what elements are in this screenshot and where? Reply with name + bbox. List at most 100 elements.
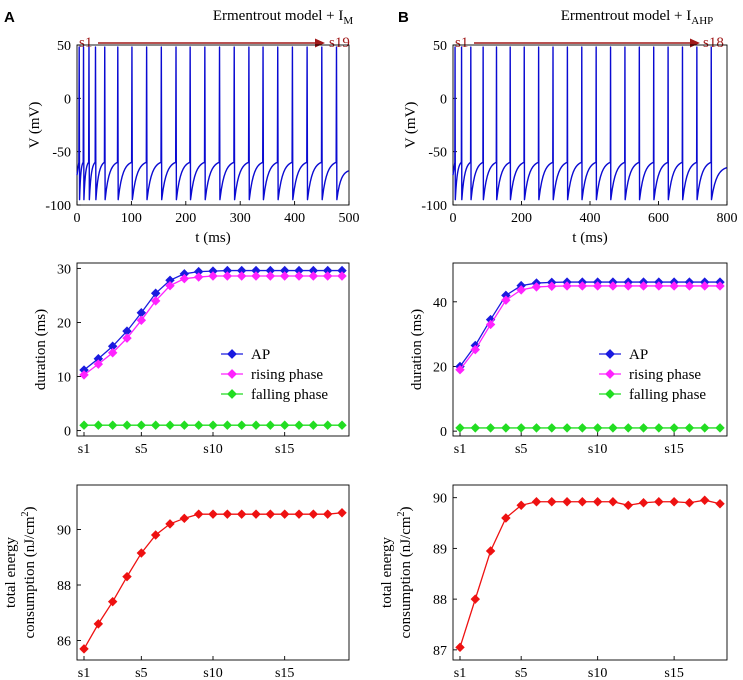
B-duration-data-point — [470, 423, 481, 433]
B-duration-data-point — [531, 282, 542, 292]
B-duration-xtick-label: s15 — [664, 442, 683, 457]
A-energy-ylabel-line1: total energy — [3, 537, 19, 608]
B-duration-data-point — [531, 423, 542, 433]
A-duration-legend-label: rising phase — [251, 367, 323, 383]
A-energy-ytick-label: 88 — [57, 579, 71, 594]
A-duration-data-point — [308, 420, 319, 430]
A-duration-axes — [76, 262, 350, 437]
A-duration-data-point — [322, 420, 333, 430]
A-energy-series-line — [83, 512, 343, 650]
B-duration-data-point — [455, 423, 465, 433]
A-energy-data-point — [308, 509, 319, 519]
B-duration-legend-marker — [605, 349, 615, 359]
A-energy-data-point — [107, 596, 118, 607]
A-duration-data-point — [165, 280, 175, 291]
B-energy-data-point — [531, 497, 542, 507]
A-duration-data-point — [279, 271, 290, 281]
B-energy-data-point — [715, 499, 725, 509]
A-duration-legend-label: AP — [251, 347, 270, 363]
B-energy-xtick-label: s1 — [454, 666, 466, 680]
B-energy-data-point — [592, 497, 603, 507]
B-duration-data-point — [715, 281, 725, 291]
B-duration-data-point — [501, 295, 511, 305]
B-duration-legend-marker — [605, 369, 615, 379]
B-duration-series-line — [459, 285, 720, 371]
B-duration-legend-marker — [605, 389, 615, 399]
B-energy-data-point — [608, 497, 618, 507]
B-energy-xtick-label: s10 — [588, 666, 607, 680]
B-duration-data-point — [623, 423, 633, 433]
B-voltage-xtick-label: 800 — [717, 211, 738, 226]
B-energy-data-point — [562, 497, 572, 507]
A-energy-data-point — [179, 513, 190, 524]
panel-b-arrow-end-label: s18 — [703, 35, 724, 51]
A-duration-ylabel: duration (ms) — [33, 309, 49, 390]
B-duration-data-point — [638, 423, 649, 433]
A-energy-data-point — [236, 509, 247, 519]
B-duration-ytick-label: 0 — [440, 425, 447, 440]
A-duration-data-point — [236, 271, 247, 281]
B-voltage-xtick-label: 200 — [511, 211, 532, 226]
A-energy-data-point — [251, 509, 261, 519]
B-duration-data-point — [562, 281, 572, 291]
B-duration-ytick-label: 40 — [433, 296, 447, 311]
B-voltage-ytick-label: -50 — [428, 146, 447, 161]
A-duration-data-point — [179, 420, 190, 430]
B-duration-chart: s1 s5 s10 s15 0 20 40 AP rising phase falling pha… — [433, 262, 728, 457]
B-duration-data-point — [638, 281, 649, 291]
B-energy-data-point — [577, 497, 588, 507]
B-duration-data-point — [654, 423, 664, 433]
B-duration-data-point — [699, 423, 710, 433]
B-energy-ytick-label: 88 — [433, 593, 447, 608]
A-duration-data-point — [337, 420, 347, 430]
A-duration-data-point — [337, 271, 347, 281]
panel-b-sweep-arrow: s1 s18 — [455, 35, 724, 51]
A-voltage-xtick-label: 300 — [230, 211, 251, 226]
A-energy-ylabel: total energy consumption (nJ/cm2) — [3, 506, 38, 638]
A-duration-data-point — [193, 420, 204, 430]
B-energy-data-point — [485, 546, 496, 556]
A-duration-data-point — [93, 420, 104, 430]
A-duration-data-point — [122, 333, 132, 343]
B-voltage-xtick-label: 0 — [450, 211, 457, 226]
A-energy-data-point — [165, 519, 175, 529]
A-energy-data-point — [93, 619, 104, 629]
A-energy-ytick-label: 86 — [57, 635, 71, 650]
panel-a-arrow-head — [315, 38, 325, 48]
B-duration-data-point — [684, 281, 695, 291]
B-voltage-xtick-label: 400 — [580, 211, 601, 226]
B-energy-series-line — [459, 499, 721, 648]
B-duration-data-point — [485, 423, 496, 433]
B-duration-data-point — [547, 281, 557, 292]
B-duration-data-point — [470, 344, 481, 355]
A-duration-xtick-label: s15 — [275, 442, 294, 457]
A-voltage-xtick-label: 400 — [284, 211, 305, 226]
B-duration-data-point — [684, 423, 695, 433]
B-duration-data-point — [577, 281, 588, 291]
A-duration-data-point — [136, 315, 147, 326]
A-energy-data-point — [79, 644, 89, 654]
panel-a-sweep-arrow: s1 s19 — [79, 35, 350, 51]
A-duration-data-point — [150, 420, 161, 430]
A-duration-ytick-label: 20 — [57, 316, 71, 331]
B-energy-data-point — [669, 497, 679, 507]
A-energy-chart: s1 s5 s10 s15 86 88 90 — [57, 484, 350, 680]
A-voltage-ytick-label: -50 — [52, 146, 71, 161]
A-voltage-xtick-label: 0 — [74, 211, 81, 226]
A-energy-xtick-label: s5 — [135, 666, 147, 680]
B-energy-data-point — [455, 642, 465, 653]
B-duration-data-point — [608, 281, 618, 291]
B-energy-data-point — [699, 495, 710, 505]
B-duration-xtick-label: s5 — [515, 442, 527, 457]
B-duration-ylabel: duration (ms) — [409, 309, 425, 390]
A-energy-data-point — [279, 509, 290, 519]
panel-b-title-sub: AHP — [691, 15, 713, 27]
A-voltage-ytick-label: 50 — [57, 39, 71, 54]
A-duration-legend-marker — [227, 349, 237, 359]
B-energy-data-point — [516, 500, 526, 511]
panel-b-title-main: Ermentrout model + I — [561, 8, 692, 24]
B-energy-chart: s1 s5 s10 s15 87 88 89 90 — [433, 484, 728, 680]
B-energy-data-point — [684, 498, 695, 508]
panel-b-arrow-head — [690, 38, 700, 48]
